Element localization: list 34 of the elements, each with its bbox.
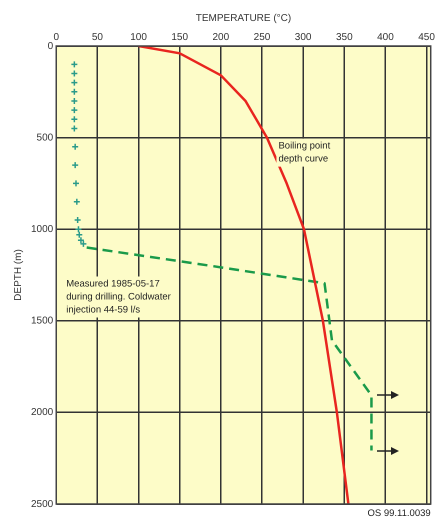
point	[74, 216, 82, 224]
x-tick-label: 250	[254, 32, 271, 43]
x-axis-title: TEMPERATURE (°C)	[196, 12, 292, 24]
point	[70, 78, 78, 86]
point	[70, 116, 78, 124]
y-tick-label: 0	[48, 40, 54, 52]
x-tick-label: 400	[377, 32, 394, 43]
point	[71, 143, 79, 151]
text: OS 99.11.0039	[367, 508, 431, 519]
point	[70, 97, 78, 105]
point	[70, 106, 78, 114]
y-tick-label: 2500	[30, 498, 54, 510]
x-tick-label: 50	[92, 32, 104, 43]
x-tick-label: 450	[418, 32, 436, 43]
point	[70, 124, 78, 132]
y-tick-label: 1500	[30, 316, 54, 327]
point	[71, 161, 79, 169]
x-tick-label: 300	[294, 32, 312, 43]
point	[80, 240, 88, 248]
annotation: Boiling point depth curve	[278, 140, 331, 165]
point	[70, 60, 78, 68]
point	[70, 70, 78, 78]
x-tick-label: 150	[171, 32, 188, 43]
y-tick-label: 2000	[30, 407, 54, 418]
point	[72, 180, 80, 188]
x-tick-label: 350	[336, 32, 354, 43]
point	[73, 198, 81, 206]
y-axis-title: DEPTH (m)	[12, 249, 24, 301]
annotation: Measured 1985-05-17 during drilling. Coldwater injection 44-59 l/s	[66, 278, 171, 316]
x-tick-label: 200	[212, 32, 230, 43]
x-tick-label: 100	[130, 32, 148, 43]
y-tick-label: 1000	[30, 224, 54, 235]
y-tick-label: 500	[36, 132, 54, 144]
point	[70, 88, 78, 96]
